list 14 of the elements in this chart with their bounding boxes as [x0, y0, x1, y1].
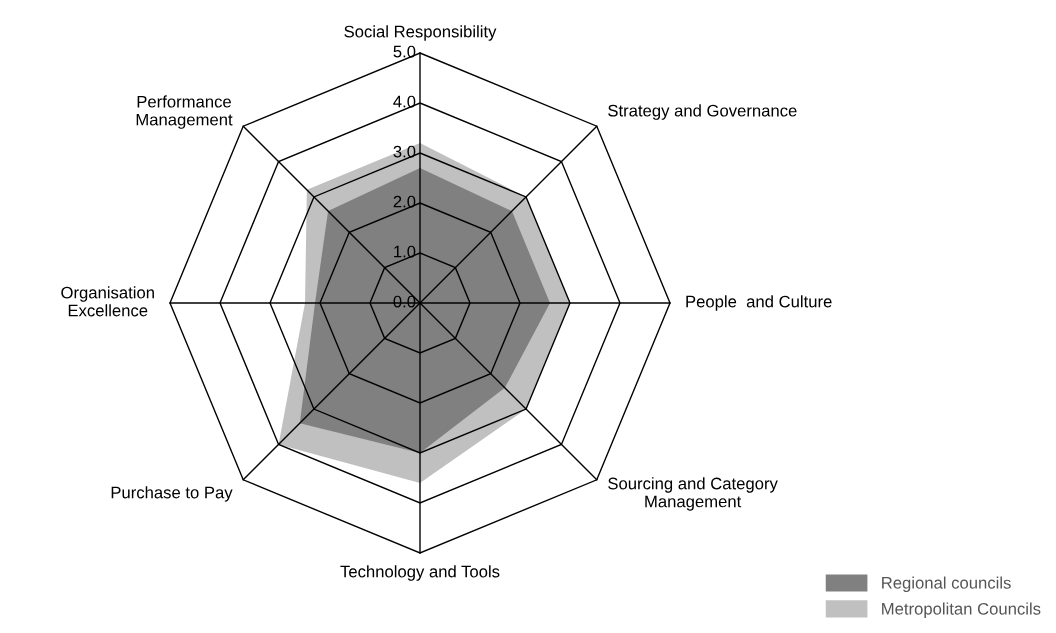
y-tick-label: 5.0	[393, 45, 416, 58]
spoke-label: People and Culture	[686, 295, 832, 311]
y-tick-label: 2.0	[393, 195, 416, 208]
spoke-label: Purchase to Pay	[111, 486, 233, 502]
legend-label: Regional councils	[882, 576, 1011, 593]
spoke-label: Performance Management	[136, 95, 233, 129]
spoke-label: Technology and Tools	[340, 565, 500, 581]
y-tick-label: 4.0	[393, 95, 416, 108]
spoke-label: Organisation Excellence	[61, 286, 154, 317]
spoke-label: Sourcing and Category Management	[608, 477, 778, 511]
y-tick-label: 3.0	[393, 145, 416, 158]
spoke-label: Strategy and Governance	[608, 104, 797, 120]
legend-label: Metropolitan Councils	[882, 602, 1041, 618]
spoke-label: Social Responsibility	[344, 25, 497, 41]
